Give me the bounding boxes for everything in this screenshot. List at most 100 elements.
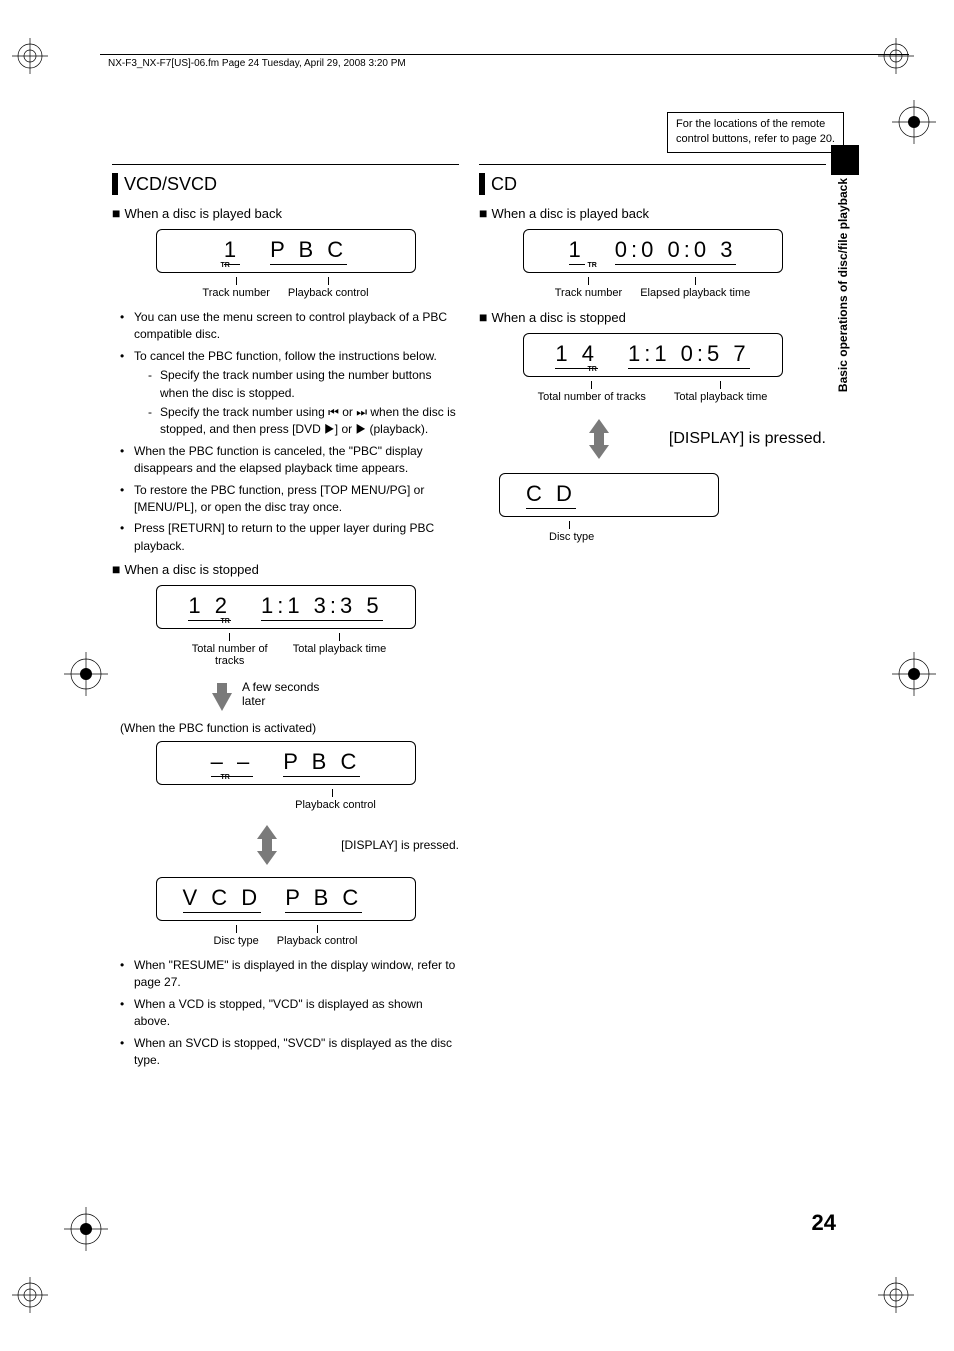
section-heading-cd: CD xyxy=(479,173,826,195)
section-heading-vcd: VCD/SVCD xyxy=(112,173,459,195)
crop-mark-icon xyxy=(64,1207,108,1251)
list-item: To cancel the PBC function, follow the i… xyxy=(120,348,459,439)
header-rule xyxy=(100,54,909,55)
subheading-text: When a disc is played back xyxy=(124,206,282,221)
tr-label: TR xyxy=(221,774,230,781)
reference-note-box: For the locations of the remote control … xyxy=(667,112,844,153)
column-rule xyxy=(112,164,459,165)
column-rule xyxy=(479,164,826,165)
arrow-with-label: [DISPLAY] is pressed. xyxy=(202,819,459,871)
square-bullet-icon: ■ xyxy=(479,205,487,221)
crop-mark-icon xyxy=(12,1277,48,1313)
sub-list-item: Specify the track number using the numbe… xyxy=(148,367,459,402)
bullet-list: You can use the menu screen to control p… xyxy=(112,309,459,555)
crop-mark-icon xyxy=(12,38,48,74)
lcd-display: 1 0:0 0:0 3 TR xyxy=(523,229,783,273)
tr-label: TR xyxy=(588,366,597,373)
display-text: P B C xyxy=(285,885,362,913)
square-bullet-icon: ■ xyxy=(112,561,120,577)
lcd-display: 1 4 1:1 0:5 7 TR xyxy=(523,333,783,377)
subheading-text: When a disc is played back xyxy=(491,206,649,221)
lcd-display: 1 P B C TR xyxy=(156,229,416,273)
sub-list-item: Specify the track number using ⏮ or ⏭ wh… xyxy=(148,404,459,439)
parenthetical-note: (When the PBC function is activated) xyxy=(120,721,459,735)
header-filename: NX-F3_NX-F7[US]-06.fm Page 24 Tuesday, A… xyxy=(108,58,406,69)
caption: Playback control xyxy=(212,789,459,811)
crop-mark-icon xyxy=(878,38,914,74)
subheading-text: When a disc is stopped xyxy=(124,562,258,577)
caption: Total playback time xyxy=(293,643,387,655)
caption: Disc type xyxy=(549,521,826,543)
caption: Track number xyxy=(555,287,622,299)
lcd-display: C D xyxy=(499,473,719,517)
caption: Elapsed playback time xyxy=(640,287,750,299)
arrow-down-icon xyxy=(212,693,232,711)
heading-bar-icon xyxy=(479,173,485,195)
caption-row: Total number of tracks Total playback ti… xyxy=(112,633,459,667)
left-column: VCD/SVCD ■ When a disc is played back 1 … xyxy=(112,164,459,1073)
crop-mark-icon xyxy=(892,100,936,144)
crop-mark-icon xyxy=(64,652,108,696)
tr-label: TR xyxy=(221,618,230,625)
crop-mark-icon xyxy=(892,652,936,696)
display-text: P B C xyxy=(270,237,347,265)
list-item: To restore the PBC function, press [TOP … xyxy=(120,482,459,517)
lcd-display: V C D P B C xyxy=(156,877,416,921)
page-number: 24 xyxy=(812,1210,836,1236)
list-item: When "RESUME" is displayed in the displa… xyxy=(120,957,459,992)
subheading-stopped: ■ When a disc is stopped xyxy=(112,561,459,577)
caption-row: Track number Playback control xyxy=(112,277,459,299)
list-item: When an SVCD is stopped, "SVCD" is displ… xyxy=(120,1035,459,1070)
caption-row: Track number Elapsed playback time xyxy=(479,277,826,299)
display-track: 1 4 xyxy=(555,341,598,369)
square-bullet-icon: ■ xyxy=(112,205,120,221)
square-bullet-icon: ■ xyxy=(479,309,487,325)
lcd-display: 1 2 1:1 3:3 5 TR xyxy=(156,585,416,629)
subheading-playback: ■ When a disc is played back xyxy=(479,205,826,221)
caption: Playback control xyxy=(288,287,369,299)
caption: Playback control xyxy=(277,935,358,947)
crop-mark-icon xyxy=(878,1277,914,1313)
list-item-text: To cancel the PBC function, follow the i… xyxy=(134,349,437,363)
caption: Track number xyxy=(202,287,269,299)
tr-label: TR xyxy=(221,262,230,269)
list-item: When the PBC function is canceled, the "… xyxy=(120,443,459,478)
display-disc-type: V C D xyxy=(183,885,262,913)
caption: Disc type xyxy=(214,935,259,947)
arrow-label-text: A few seconds later xyxy=(242,680,332,708)
display-text: 1:1 3:3 5 xyxy=(261,593,383,621)
caption-row: Disc type Playback control xyxy=(112,925,459,947)
arrow-with-label: A few seconds later xyxy=(212,677,459,711)
display-text: P B C xyxy=(283,749,360,777)
lcd-display: – – P B C TR xyxy=(156,741,416,785)
display-track: 1 xyxy=(224,237,240,265)
caption: Total number of tracks xyxy=(192,643,268,667)
bullet-list: When "RESUME" is displayed in the displa… xyxy=(112,957,459,1069)
subheading-playback: ■ When a disc is played back xyxy=(112,205,459,221)
list-item: When a VCD is stopped, "VCD" is displaye… xyxy=(120,996,459,1031)
caption: Total playback time xyxy=(674,391,768,403)
list-item: Press [RETURN] to return to the upper la… xyxy=(120,520,459,555)
side-tab xyxy=(831,145,859,175)
caption: Total number of tracks xyxy=(538,391,646,403)
caption-text: Playback control xyxy=(295,799,376,811)
list-item: You can use the menu screen to control p… xyxy=(120,309,459,344)
arrow-updown-icon xyxy=(257,825,277,865)
right-column: CD ■ When a disc is played back 1 0:0 0:… xyxy=(479,164,826,1073)
display-disc-type: C D xyxy=(526,481,576,509)
subheading-text: When a disc is stopped xyxy=(491,310,625,325)
display-track: 1 2 xyxy=(188,593,231,621)
display-track: 1 xyxy=(569,237,585,265)
note-line: For the locations of the remote xyxy=(676,117,835,132)
arrow-label-text: [DISPLAY] is pressed. xyxy=(341,838,459,852)
side-section-label: Basic operations of disc/file playback xyxy=(836,178,854,392)
arrow-with-label: [DISPLAY] is pressed. xyxy=(539,413,826,465)
arrow-updown-icon xyxy=(589,419,609,459)
arrow-label-text: [DISPLAY] is pressed. xyxy=(669,430,826,448)
display-text: 0:0 0:0 3 xyxy=(615,237,737,265)
display-track: – – xyxy=(211,749,254,777)
section-title: CD xyxy=(491,174,517,195)
tr-label: TR xyxy=(588,262,597,269)
caption-row: Total number of tracks Total playback ti… xyxy=(479,381,826,403)
subheading-stopped: ■ When a disc is stopped xyxy=(479,309,826,325)
